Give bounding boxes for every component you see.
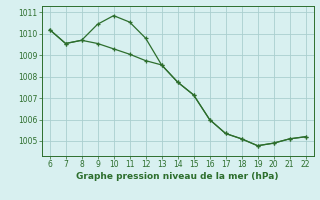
X-axis label: Graphe pression niveau de la mer (hPa): Graphe pression niveau de la mer (hPa) <box>76 172 279 181</box>
